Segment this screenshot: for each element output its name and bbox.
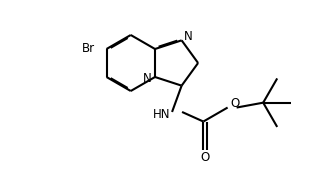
Text: O: O <box>230 97 239 110</box>
Text: O: O <box>201 151 210 164</box>
Text: N: N <box>184 30 193 43</box>
Text: Br: Br <box>82 42 95 55</box>
Text: N: N <box>143 72 151 86</box>
Text: HN: HN <box>153 108 171 121</box>
